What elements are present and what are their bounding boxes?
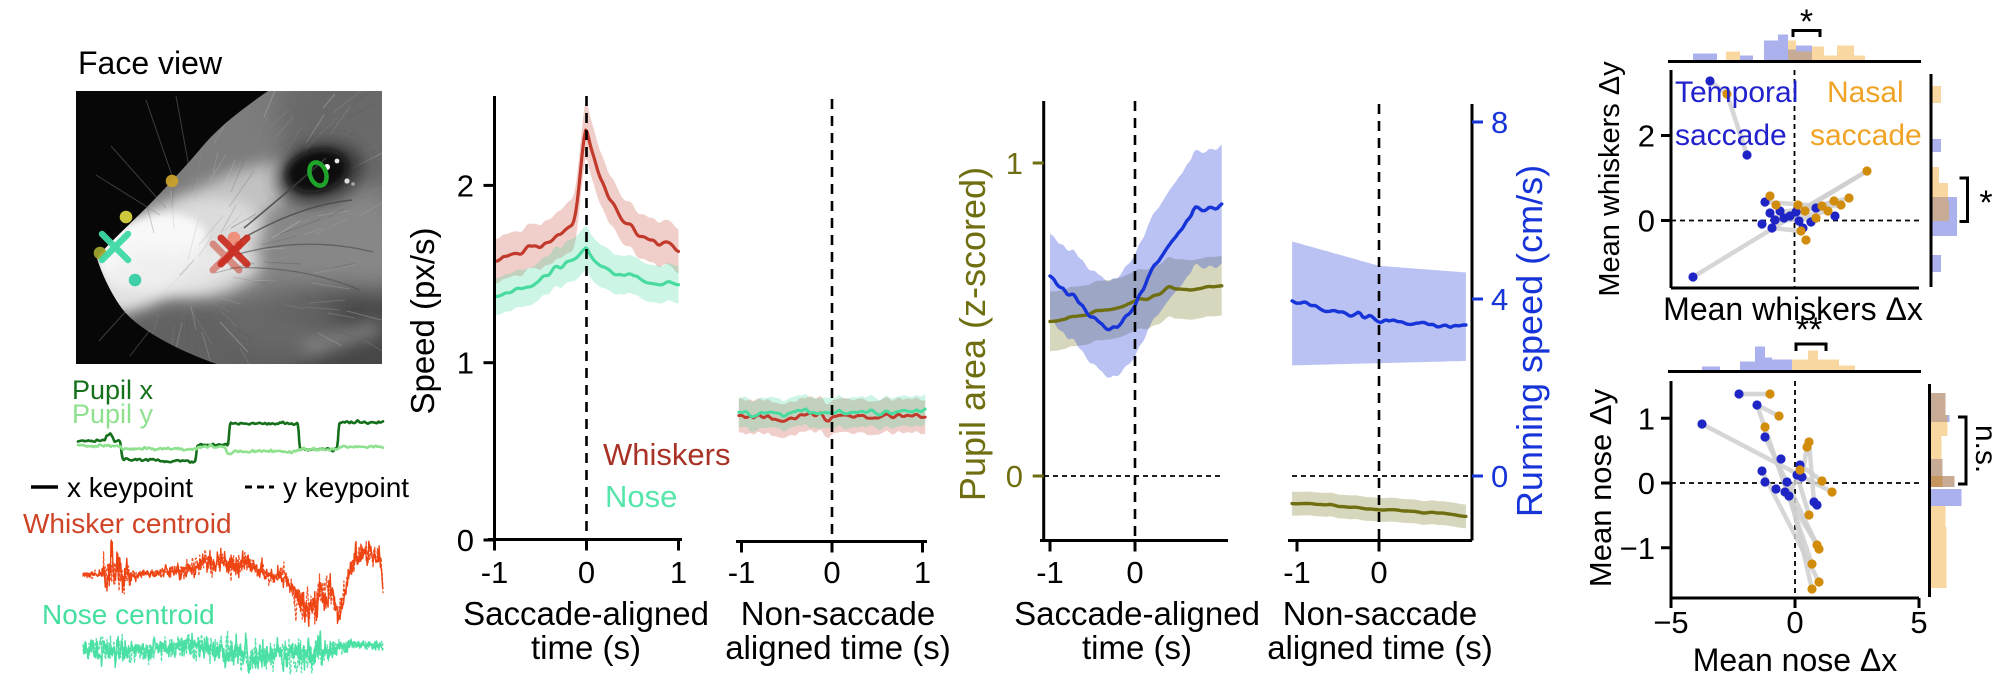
- svg-text:Nose centroid: Nose centroid: [42, 599, 215, 630]
- svg-text:1: 1: [1638, 401, 1655, 436]
- svg-text:1: 1: [457, 346, 474, 381]
- svg-text:-1: -1: [481, 555, 509, 590]
- svg-text:time (s): time (s): [1082, 629, 1192, 666]
- svg-text:Nose: Nose: [605, 479, 677, 514]
- svg-text:Nasal: Nasal: [1827, 76, 1904, 109]
- svg-text:Mean nose Δx: Mean nose Δx: [1693, 642, 1898, 678]
- svg-text:time (s): time (s): [531, 629, 641, 666]
- svg-text:x keypoint: x keypoint: [67, 472, 193, 503]
- svg-text:-1: -1: [1283, 555, 1311, 590]
- svg-text:8: 8: [1491, 105, 1508, 140]
- svg-text:−1: −1: [1620, 531, 1655, 566]
- svg-text:y keypoint: y keypoint: [283, 472, 409, 503]
- svg-text:*: *: [1979, 184, 1992, 222]
- svg-text:Saccade-aligned: Saccade-aligned: [1014, 595, 1260, 632]
- svg-text:aligned time (s): aligned time (s): [725, 629, 951, 666]
- svg-text:0: 0: [823, 555, 840, 590]
- svg-text:0: 0: [1370, 555, 1387, 590]
- svg-text:−5: −5: [1653, 605, 1688, 640]
- svg-text:Non-saccade: Non-saccade: [1283, 595, 1477, 632]
- svg-text:1: 1: [1006, 146, 1023, 181]
- svg-text:2: 2: [457, 168, 474, 203]
- svg-text:Pupil area (z-scored): Pupil area (z-scored): [952, 167, 993, 501]
- svg-text:-1: -1: [728, 555, 756, 590]
- svg-text:0: 0: [1126, 555, 1143, 590]
- svg-text:0: 0: [1638, 204, 1655, 239]
- svg-text:1: 1: [914, 555, 931, 590]
- svg-text:Whisker centroid: Whisker centroid: [23, 508, 232, 539]
- svg-text:0: 0: [457, 523, 474, 558]
- svg-text:2: 2: [1638, 119, 1655, 154]
- svg-text:Mean whiskers Δy: Mean whiskers Δy: [1594, 61, 1626, 297]
- svg-text:Temporal: Temporal: [1675, 76, 1798, 109]
- svg-text:1: 1: [670, 555, 687, 590]
- svg-text:4: 4: [1491, 282, 1508, 317]
- svg-text:0: 0: [1006, 459, 1023, 494]
- svg-text:Speed (px/s): Speed (px/s): [404, 227, 441, 414]
- svg-text:0: 0: [1786, 605, 1803, 640]
- svg-text:saccade: saccade: [1810, 119, 1922, 152]
- svg-text:Non-saccade: Non-saccade: [741, 595, 935, 632]
- svg-text:0: 0: [1638, 466, 1655, 501]
- svg-text:Mean nose Δy: Mean nose Δy: [1583, 388, 1618, 587]
- svg-text:0: 0: [578, 555, 595, 590]
- svg-text:0: 0: [1491, 459, 1508, 494]
- svg-text:aligned time (s): aligned time (s): [1267, 629, 1493, 666]
- svg-text:Whiskers: Whiskers: [603, 437, 730, 472]
- svg-text:*: *: [1800, 3, 1813, 41]
- svg-text:n.s.: n.s.: [1969, 425, 2000, 473]
- svg-text:-1: -1: [1036, 555, 1064, 590]
- svg-text:saccade: saccade: [1675, 119, 1787, 152]
- svg-text:Pupil x: Pupil x: [72, 375, 154, 405]
- svg-text:Running speed (cm/s): Running speed (cm/s): [1509, 165, 1550, 517]
- svg-text:Saccade-aligned: Saccade-aligned: [463, 595, 709, 632]
- svg-text:Mean whiskers Δx: Mean whiskers Δx: [1663, 291, 1923, 327]
- svg-text:5: 5: [1910, 605, 1927, 640]
- svg-text:Pupil y: Pupil y: [72, 399, 154, 429]
- svg-text:Face view: Face view: [78, 45, 223, 81]
